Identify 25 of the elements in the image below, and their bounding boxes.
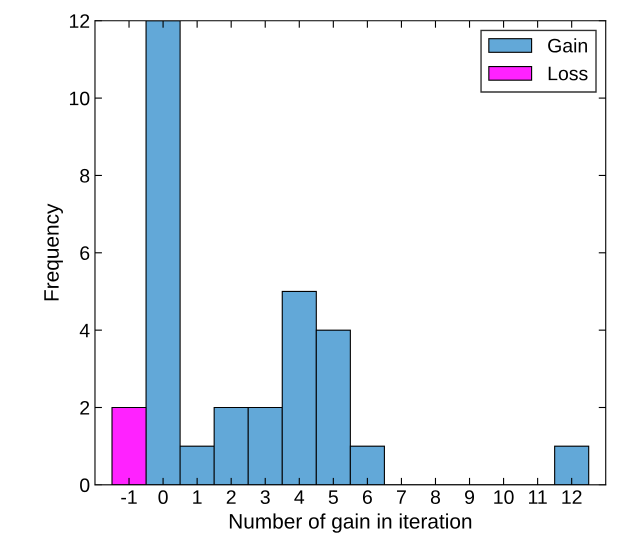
y-tick-label: 12	[70, 14, 90, 28]
x-tick-label: 7	[397, 490, 406, 504]
y-tick-label: 8	[80, 168, 90, 183]
x-tick-label: 6	[362, 490, 372, 504]
x-axis-title: Number of gain in iteration	[230, 513, 472, 533]
x-tick-label: 10	[494, 490, 514, 504]
x-tick-label: 4	[294, 490, 304, 504]
x-tick-label: 11	[529, 490, 547, 504]
y-tick-label: 2	[80, 400, 90, 415]
x-tick-label: 1	[193, 490, 202, 504]
y-tick-label: 10	[70, 92, 90, 106]
y-tick-label: 6	[80, 246, 90, 260]
legend-label: Loss	[548, 66, 588, 80]
x-tick-label: 0	[158, 490, 168, 504]
y-tick-label: 4	[80, 324, 90, 338]
x-tick-label: 12	[562, 490, 582, 504]
y-axis-title: Frequency	[44, 204, 63, 300]
x-tick-label: 9	[465, 490, 474, 504]
x-tick-label: 8	[430, 490, 440, 504]
x-tick-label: 2	[226, 490, 236, 504]
x-tick-label: 3	[260, 490, 270, 504]
y-tick-label: 0	[80, 478, 90, 492]
legend-label: Gain	[548, 38, 587, 53]
x-tick-label: -1	[121, 490, 137, 504]
x-tick-label: 5	[328, 490, 338, 504]
